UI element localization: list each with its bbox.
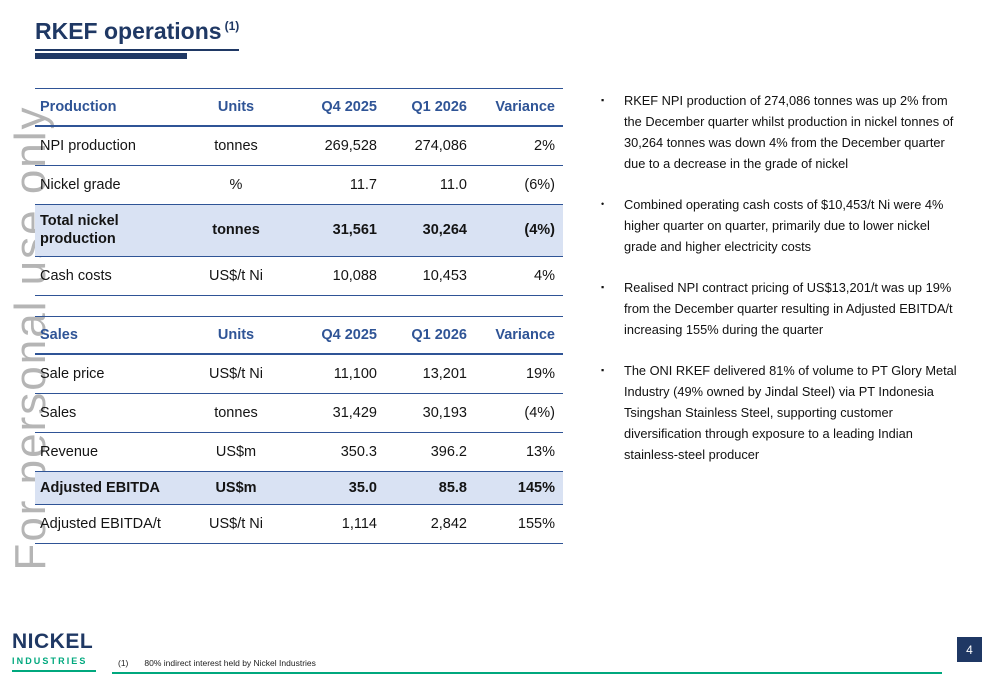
row-label: Sale price: [35, 353, 177, 394]
cell-q4-2025: 35.0: [295, 471, 385, 506]
cell-units: tonnes: [177, 126, 295, 167]
cell-q1-2026: 396.2: [385, 432, 475, 473]
production-header-row: Production Units Q4 2025 Q1 2026 Varianc…: [35, 88, 563, 127]
cell-q4-2025: 1,114: [295, 504, 385, 545]
cell-q1-2026: 13,201: [385, 353, 475, 394]
footnote-marker: (1): [118, 658, 129, 668]
table-row-highlighted: Total nickel production tonnes 31,561 30…: [35, 204, 563, 257]
cell-q4-2025: 269,528: [295, 126, 385, 167]
table-row: Sale price US$/t Ni 11,100 13,201 19%: [35, 353, 563, 394]
column-header-variance: Variance: [475, 88, 563, 127]
bullet-text: Realised NPI contract pricing of US$13,2…: [624, 280, 953, 337]
table-row: NPI production tonnes 269,528 274,086 2%: [35, 126, 563, 167]
row-label: Adjusted EBITDA: [35, 471, 177, 506]
column-header-units: Units: [177, 315, 295, 355]
column-header-sales: Sales: [35, 315, 177, 355]
page-title: RKEF operations (1): [35, 18, 240, 51]
cell-units: US$m: [177, 432, 295, 473]
cell-variance: 155%: [475, 504, 563, 545]
cell-q1-2026: 30,264: [385, 204, 475, 257]
cell-q1-2026: 85.8: [385, 471, 475, 506]
row-label: Revenue: [35, 432, 177, 473]
bullet-marker: •: [601, 199, 605, 209]
title-underline-bar: [35, 52, 187, 59]
page-title-footnote-ref: (1): [224, 19, 240, 34]
cell-variance: (4%): [475, 393, 563, 433]
bullet-item: ▪ The ONI RKEF delivered 81% of volume t…: [601, 360, 959, 465]
column-header-q1-2026: Q1 2026: [385, 315, 475, 355]
row-label: Sales: [35, 393, 177, 433]
production-table: Production Units Q4 2025 Q1 2026 Varianc…: [35, 88, 563, 296]
tables-column: Production Units Q4 2025 Q1 2026 Varianc…: [35, 88, 563, 545]
slide-header: RKEF operations (1): [35, 18, 240, 59]
footnote: (1) 80% indirect interest held by Nickel …: [118, 658, 316, 668]
cell-units: US$/t Ni: [177, 256, 295, 296]
page-number-badge: 4: [957, 637, 982, 662]
cell-units: tonnes: [177, 393, 295, 433]
cell-units: US$m: [177, 471, 295, 506]
table-row: Revenue US$m 350.3 396.2 13%: [35, 432, 563, 473]
bullet-item: ▪ RKEF NPI production of 274,086 tonnes …: [601, 90, 959, 174]
cell-units: US$/t Ni: [177, 353, 295, 394]
cell-q1-2026: 2,842: [385, 504, 475, 545]
bullet-text: Combined operating cash costs of $10,453…: [624, 197, 944, 254]
row-label: Nickel grade: [35, 165, 177, 206]
cell-q4-2025: 11,100: [295, 353, 385, 394]
row-label: Total nickel production: [35, 204, 177, 257]
bullet-marker: ▪: [601, 365, 605, 375]
footnote-text: 80% indirect interest held by Nickel Ind…: [144, 658, 316, 668]
nickel-industries-logo: NICKEL INDUSTRIES: [12, 630, 96, 673]
cell-q1-2026: 11.0: [385, 165, 475, 206]
sales-table: Sales Units Q4 2025 Q1 2026 Variance Sal…: [35, 315, 563, 545]
cell-variance: 4%: [475, 256, 563, 296]
column-header-production: Production: [35, 88, 177, 127]
row-label: Cash costs: [35, 256, 177, 296]
cell-q4-2025: 11.7: [295, 165, 385, 206]
footer-divider-line: [112, 672, 942, 674]
bullet-item: • Combined operating cash costs of $10,4…: [601, 194, 959, 257]
column-header-variance: Variance: [475, 315, 563, 355]
cell-variance: (4%): [475, 204, 563, 257]
page-title-text: RKEF operations: [35, 18, 222, 44]
cell-variance: 145%: [475, 471, 563, 506]
column-header-q4-2025: Q4 2025: [295, 88, 385, 127]
commentary-column: ▪ RKEF NPI production of 274,086 tonnes …: [601, 90, 959, 485]
column-header-q4-2025: Q4 2025: [295, 315, 385, 355]
logo-wordmark-nickel: NICKEL: [12, 630, 94, 653]
bullet-item: ▪ Realised NPI contract pricing of US$13…: [601, 277, 959, 340]
cell-variance: 13%: [475, 432, 563, 473]
cell-units: US$/t Ni: [177, 504, 295, 545]
table-row: Adjusted EBITDA/t US$/t Ni 1,114 2,842 1…: [35, 504, 563, 545]
column-header-units: Units: [177, 88, 295, 127]
table-row: Nickel grade % 11.7 11.0 (6%): [35, 165, 563, 206]
logo-underline: [12, 670, 96, 673]
sales-header-row: Sales Units Q4 2025 Q1 2026 Variance: [35, 315, 563, 355]
table-row: Cash costs US$/t Ni 10,088 10,453 4%: [35, 256, 563, 296]
cell-q4-2025: 10,088: [295, 256, 385, 296]
logo-wordmark-industries: INDUSTRIES: [12, 656, 88, 667]
bullet-marker: ▪: [601, 282, 605, 292]
table-row-highlighted: Adjusted EBITDA US$m 35.0 85.8 145%: [35, 471, 563, 506]
row-label: Adjusted EBITDA/t: [35, 504, 177, 545]
cell-variance: 19%: [475, 353, 563, 394]
cell-variance: 2%: [475, 126, 563, 167]
row-label: NPI production: [35, 126, 177, 167]
cell-q4-2025: 31,429: [295, 393, 385, 433]
bullet-text: The ONI RKEF delivered 81% of volume to …: [624, 363, 957, 462]
bullet-text: RKEF NPI production of 274,086 tonnes wa…: [624, 93, 954, 171]
cell-variance: (6%): [475, 165, 563, 206]
cell-q1-2026: 10,453: [385, 256, 475, 296]
cell-units: %: [177, 165, 295, 206]
cell-q4-2025: 350.3: [295, 432, 385, 473]
cell-q1-2026: 30,193: [385, 393, 475, 433]
bullet-marker: ▪: [601, 95, 605, 105]
table-row: Sales tonnes 31,429 30,193 (4%): [35, 393, 563, 433]
cell-q1-2026: 274,086: [385, 126, 475, 167]
column-header-q1-2026: Q1 2026: [385, 88, 475, 127]
cell-q4-2025: 31,561: [295, 204, 385, 257]
cell-units: tonnes: [177, 204, 295, 257]
